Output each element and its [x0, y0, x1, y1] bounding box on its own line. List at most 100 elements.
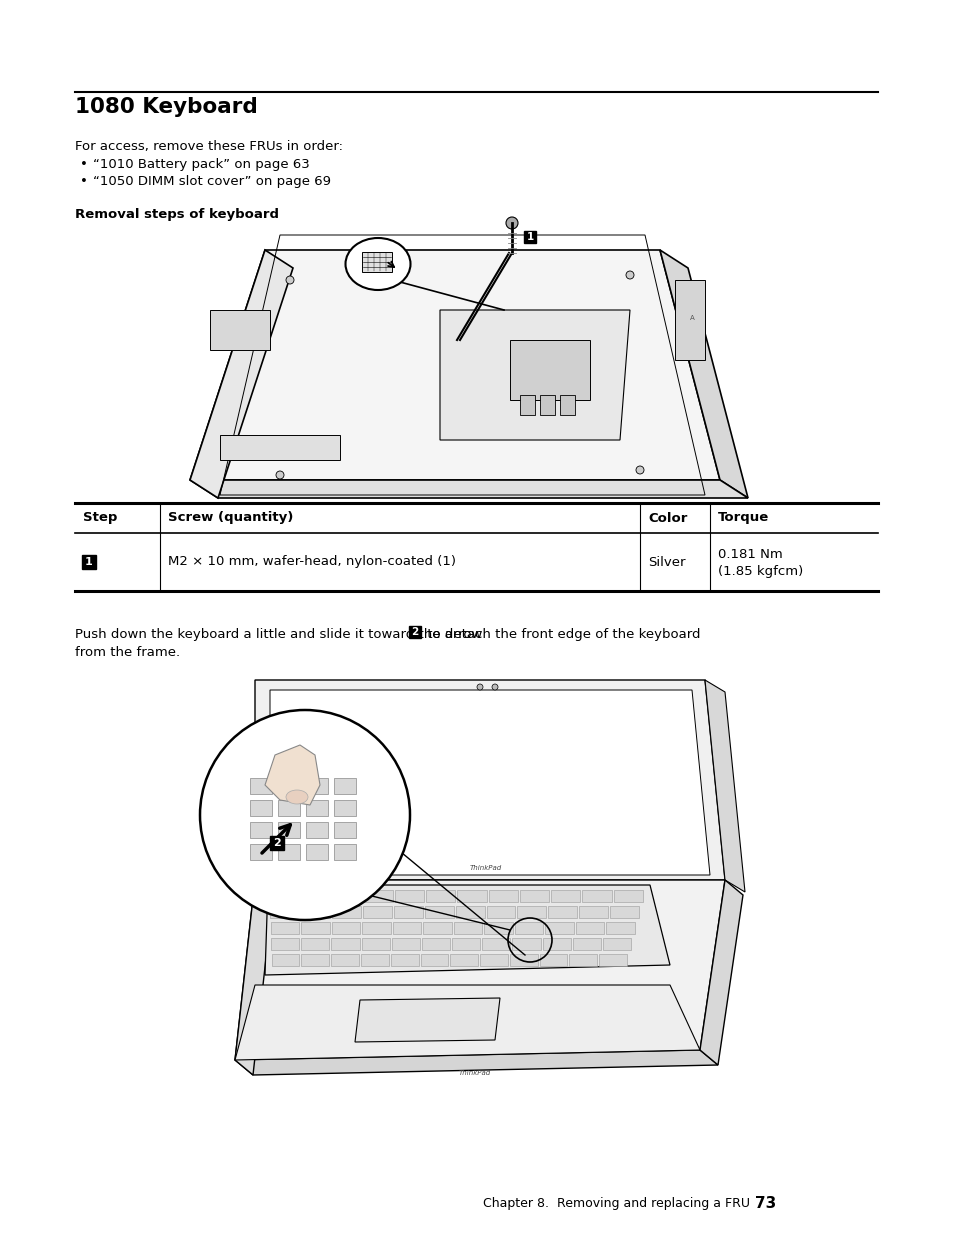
Bar: [512, 939, 540, 950]
Bar: [220, 435, 339, 459]
Bar: [542, 939, 570, 950]
Text: 1080 Keyboard: 1080 Keyboard: [75, 98, 257, 117]
Bar: [393, 923, 421, 934]
Bar: [519, 890, 549, 902]
Bar: [332, 923, 360, 934]
Bar: [332, 906, 360, 918]
Bar: [569, 953, 597, 966]
Text: 1: 1: [526, 232, 533, 242]
Text: “1050 DIMM slot cover” on page 69: “1050 DIMM slot cover” on page 69: [92, 175, 331, 188]
Text: 0.181 Nm: 0.181 Nm: [718, 547, 781, 561]
Bar: [479, 953, 507, 966]
Polygon shape: [190, 480, 747, 498]
Bar: [452, 939, 479, 950]
Bar: [424, 906, 454, 918]
FancyBboxPatch shape: [82, 555, 96, 569]
Bar: [613, 890, 642, 902]
Polygon shape: [334, 778, 355, 794]
Polygon shape: [306, 823, 328, 839]
Bar: [362, 923, 391, 934]
Polygon shape: [334, 844, 355, 860]
Bar: [582, 890, 611, 902]
Bar: [578, 906, 607, 918]
Text: Color: Color: [647, 511, 687, 525]
Text: M2 × 10 mm, wafer-head, nylon-coated (1): M2 × 10 mm, wafer-head, nylon-coated (1): [168, 556, 456, 568]
Text: ThinkPad: ThinkPad: [470, 864, 501, 871]
Polygon shape: [254, 680, 724, 881]
Text: •: •: [80, 158, 88, 170]
Bar: [539, 395, 555, 415]
Bar: [515, 923, 543, 934]
Ellipse shape: [286, 790, 308, 804]
Text: to detach the front edge of the keyboard: to detach the front edge of the keyboard: [422, 629, 700, 641]
Bar: [509, 953, 537, 966]
Bar: [210, 310, 270, 350]
Circle shape: [476, 684, 482, 690]
Polygon shape: [306, 844, 328, 860]
Text: ThinkPad: ThinkPad: [458, 1070, 491, 1076]
Polygon shape: [659, 249, 747, 498]
Bar: [363, 890, 393, 902]
Polygon shape: [704, 680, 744, 892]
Bar: [395, 890, 424, 902]
Text: For access, remove these FRUs in order:: For access, remove these FRUs in order:: [75, 140, 343, 153]
Circle shape: [625, 270, 634, 279]
Polygon shape: [234, 986, 700, 1060]
Bar: [559, 395, 575, 415]
Polygon shape: [306, 800, 328, 816]
Text: •: •: [80, 175, 88, 188]
Polygon shape: [334, 800, 355, 816]
Text: Torque: Torque: [718, 511, 768, 525]
Polygon shape: [277, 800, 299, 816]
Bar: [391, 953, 418, 966]
Text: 2: 2: [273, 839, 280, 848]
Bar: [610, 906, 639, 918]
Polygon shape: [234, 1050, 718, 1074]
Polygon shape: [306, 778, 328, 794]
Bar: [602, 939, 630, 950]
Bar: [361, 252, 392, 272]
Circle shape: [275, 471, 284, 479]
Polygon shape: [510, 340, 589, 400]
Bar: [272, 953, 299, 966]
Bar: [392, 939, 419, 950]
FancyBboxPatch shape: [523, 231, 536, 243]
Polygon shape: [700, 881, 742, 1065]
Bar: [519, 395, 535, 415]
Bar: [517, 906, 546, 918]
Bar: [548, 906, 577, 918]
Text: (1.85 kgfcm): (1.85 kgfcm): [718, 566, 802, 578]
Polygon shape: [250, 823, 272, 839]
Bar: [539, 953, 567, 966]
Text: 73: 73: [754, 1195, 776, 1210]
Text: Chapter 8.  Removing and replacing a FRU: Chapter 8. Removing and replacing a FRU: [482, 1197, 749, 1209]
Text: Silver: Silver: [647, 556, 685, 568]
Polygon shape: [190, 249, 720, 480]
Bar: [301, 939, 329, 950]
Text: Push down the keyboard a little and slide it toward the arrow: Push down the keyboard a little and slid…: [75, 629, 486, 641]
Bar: [545, 923, 574, 934]
Circle shape: [492, 684, 497, 690]
Circle shape: [200, 710, 410, 920]
Polygon shape: [234, 881, 273, 1074]
Bar: [301, 890, 330, 902]
Polygon shape: [250, 778, 272, 794]
Bar: [482, 939, 510, 950]
Bar: [454, 923, 482, 934]
Polygon shape: [277, 823, 299, 839]
Text: from the frame.: from the frame.: [75, 646, 180, 659]
Bar: [488, 890, 517, 902]
Bar: [450, 953, 477, 966]
Polygon shape: [190, 249, 293, 498]
Bar: [301, 953, 329, 966]
FancyBboxPatch shape: [270, 836, 284, 850]
Bar: [331, 939, 359, 950]
Bar: [576, 923, 604, 934]
Circle shape: [636, 466, 643, 474]
Polygon shape: [265, 885, 669, 974]
Bar: [675, 280, 704, 359]
Polygon shape: [250, 844, 272, 860]
Text: Step: Step: [83, 511, 117, 525]
Bar: [361, 939, 390, 950]
Polygon shape: [265, 745, 319, 805]
